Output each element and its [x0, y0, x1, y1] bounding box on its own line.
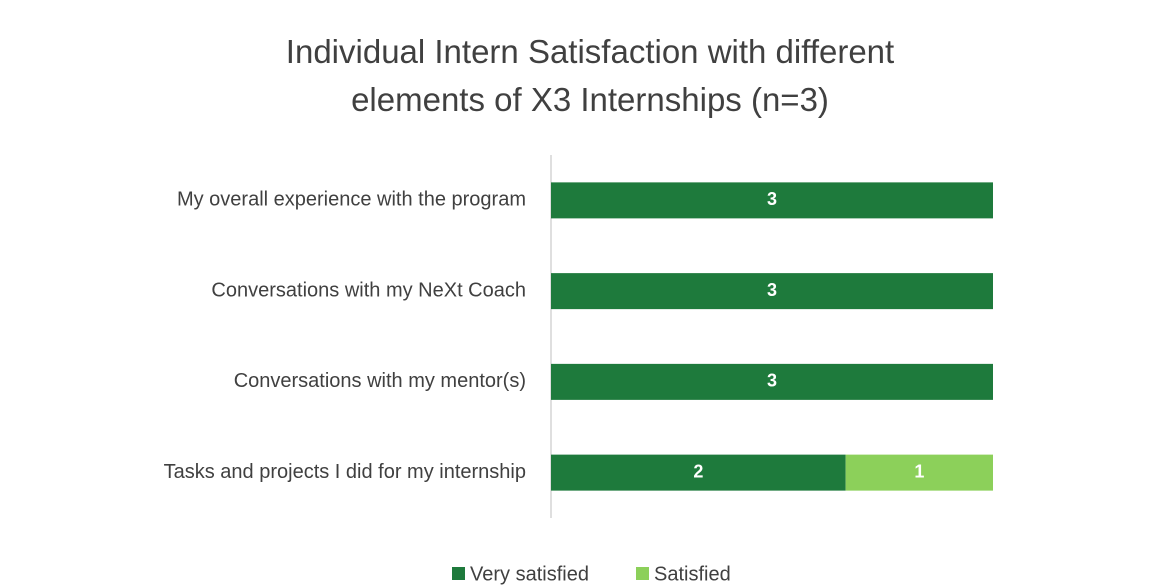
- legend-label: Very satisfied: [470, 563, 589, 585]
- y-tick-label: Conversations with my mentor(s): [234, 370, 526, 392]
- bar-segment: [551, 273, 993, 310]
- legend-swatch: [636, 567, 649, 580]
- bar-segment: [551, 182, 993, 219]
- legend-label: Satisfied: [654, 563, 731, 585]
- chart-title: Individual Intern Satisfaction with diff…: [285, 33, 895, 118]
- bar-segment: [551, 363, 993, 400]
- legend-swatch: [452, 567, 465, 580]
- bar-segment: [845, 454, 993, 491]
- data-label: 2: [693, 461, 703, 481]
- y-tick-label: Tasks and projects I did for my internsh…: [164, 461, 526, 483]
- data-label: 3: [767, 371, 777, 391]
- data-label: 1: [914, 461, 924, 481]
- bar-segment: [551, 454, 846, 491]
- data-label: 3: [767, 280, 777, 300]
- y-tick-label: My overall experience with the program: [177, 189, 526, 211]
- y-tick-label: Conversations with my NeXt Coach: [211, 279, 526, 301]
- data-label: 3: [767, 189, 777, 209]
